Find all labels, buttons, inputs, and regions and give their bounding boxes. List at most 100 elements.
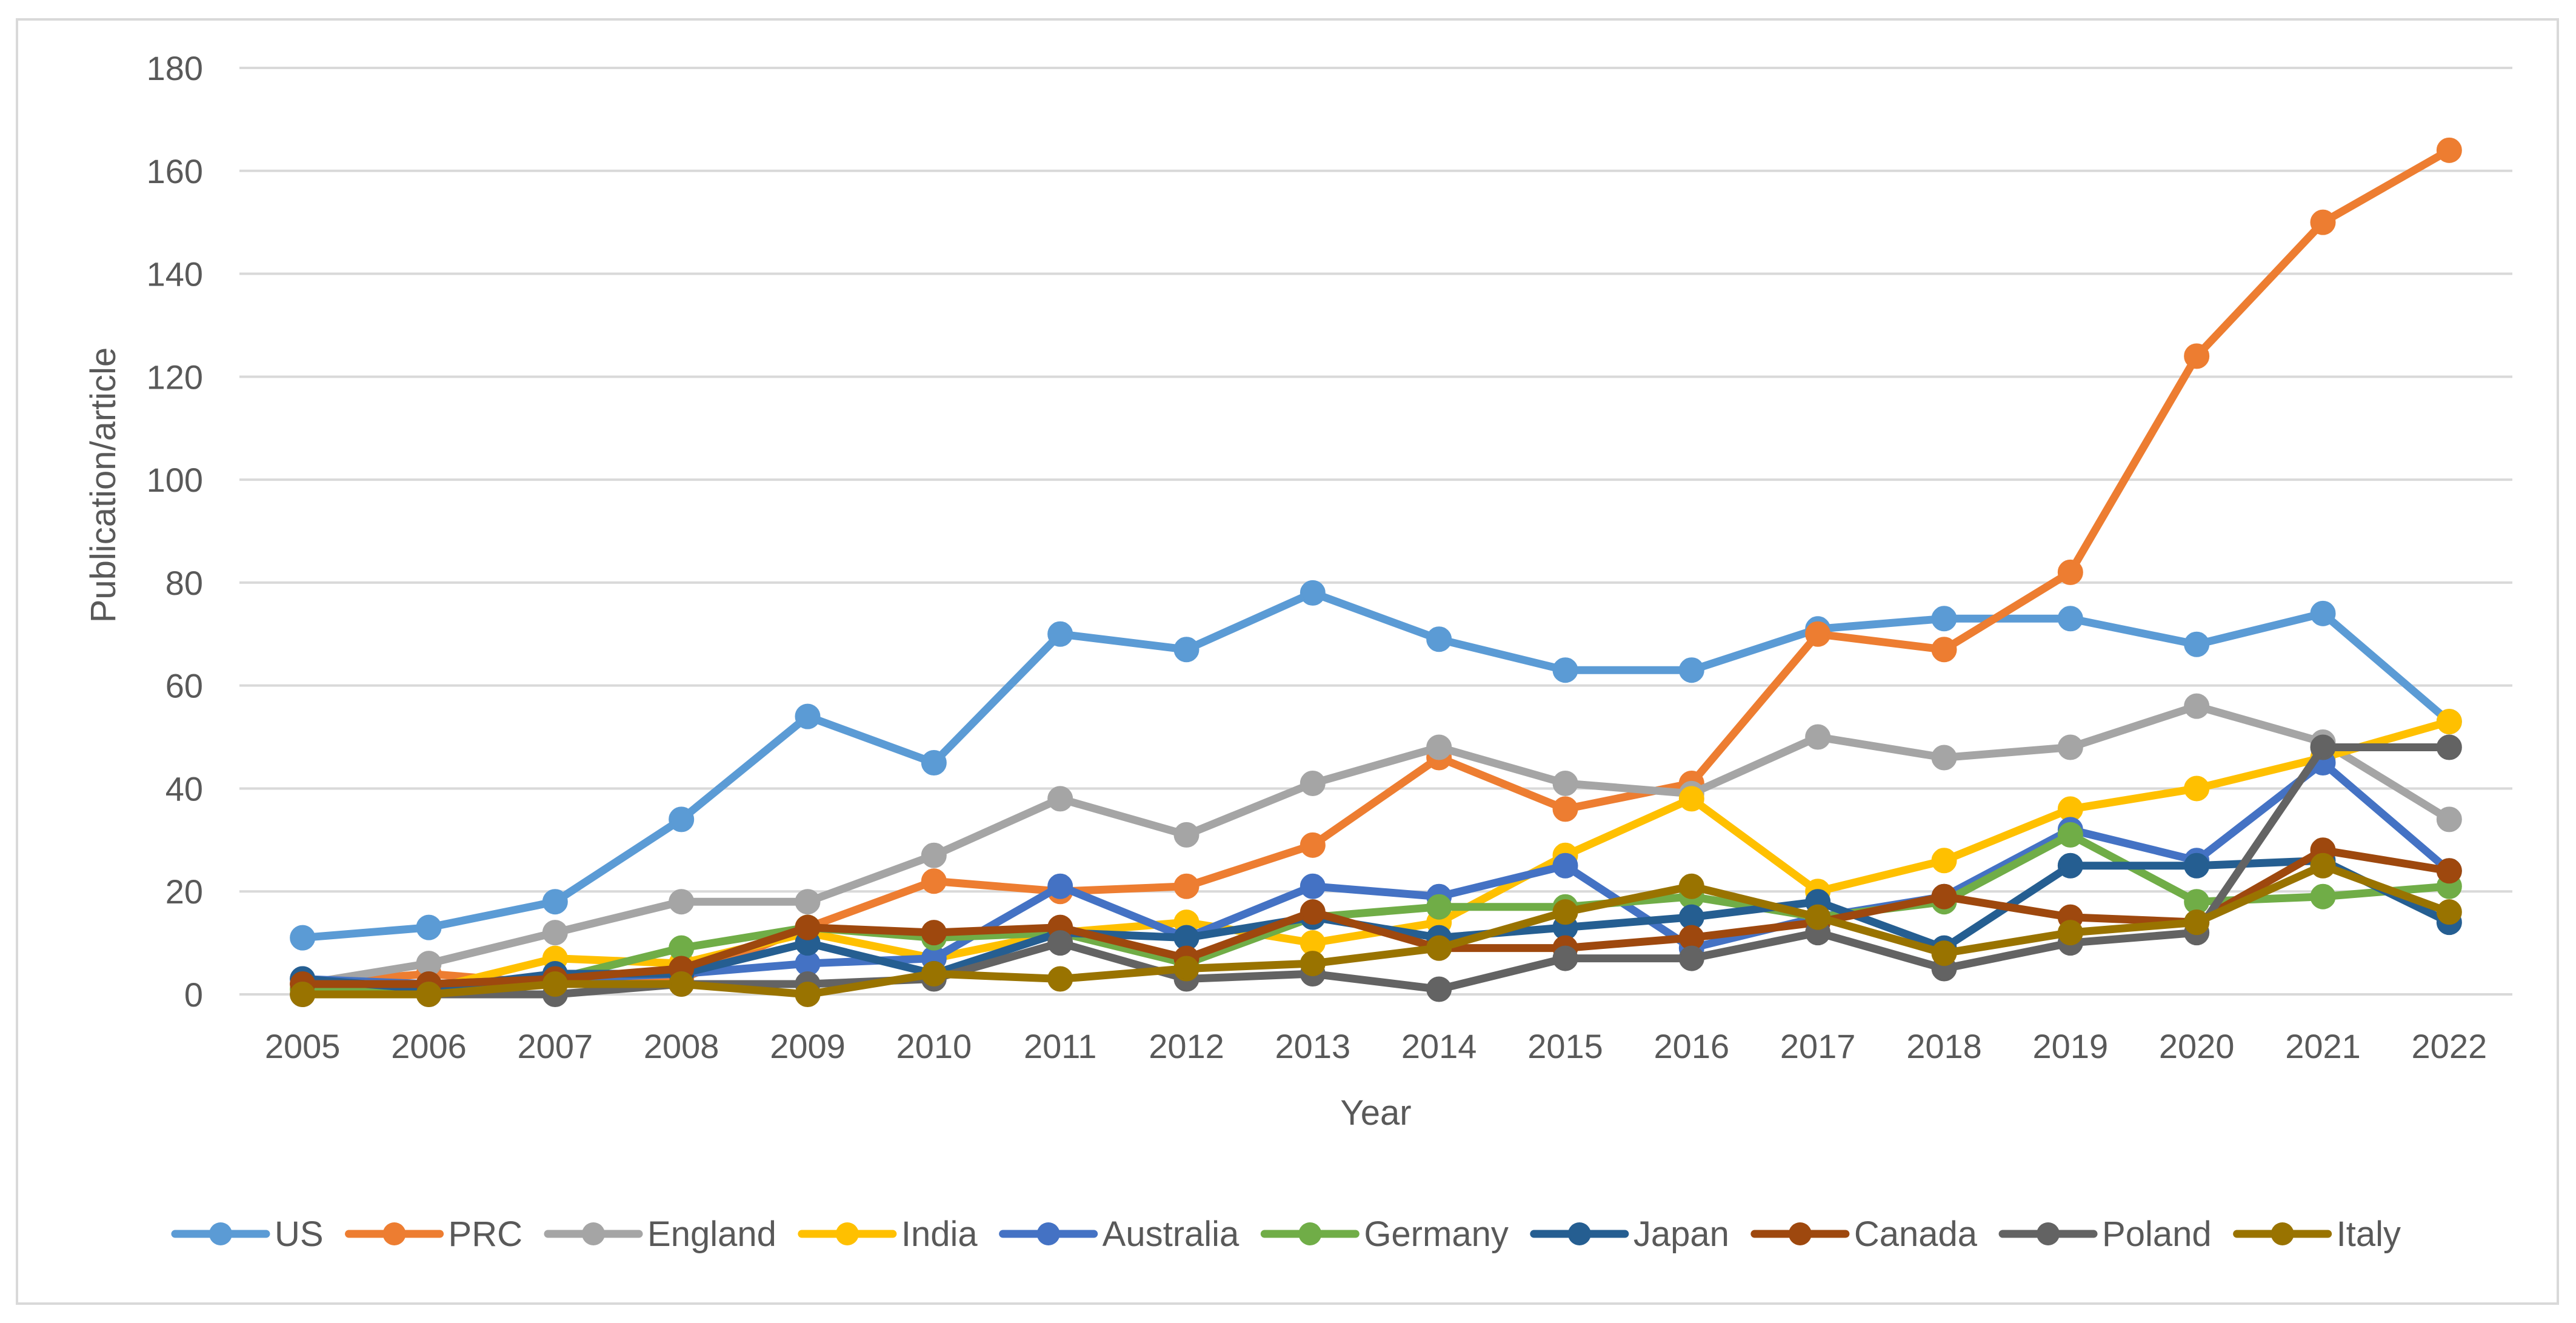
data-point bbox=[290, 925, 316, 951]
data-point bbox=[1931, 745, 1957, 771]
legend-marker bbox=[1298, 1222, 1322, 1245]
y-tick-label: 140 bbox=[147, 255, 203, 293]
data-point bbox=[2057, 606, 2083, 632]
data-point bbox=[2310, 600, 2336, 626]
x-tick-label: 2021 bbox=[2285, 1027, 2361, 1065]
data-point bbox=[2436, 137, 2462, 163]
data-point bbox=[2057, 822, 2083, 848]
series-line bbox=[298, 862, 2454, 999]
legend-label: Japan bbox=[1633, 1214, 1729, 1254]
x-tick-label: 2022 bbox=[2412, 1027, 2488, 1065]
data-point bbox=[416, 982, 442, 1007]
data-point bbox=[1931, 940, 1957, 966]
x-tick-label: 2012 bbox=[1149, 1027, 1224, 1065]
legend-item-prc: PRC bbox=[345, 1214, 522, 1254]
data-point bbox=[1931, 606, 1957, 632]
legend-item-canada: Canada bbox=[1750, 1214, 1978, 1254]
data-point bbox=[2310, 734, 2336, 760]
legend-label: Canada bbox=[1854, 1214, 1978, 1254]
x-tick-label: 2010 bbox=[896, 1027, 972, 1065]
series-line bbox=[298, 589, 2454, 942]
data-point bbox=[1552, 657, 1578, 683]
x-tick-label: 2011 bbox=[1024, 1027, 1096, 1065]
legend-item-germany: Germany bbox=[1260, 1214, 1509, 1254]
data-point bbox=[2184, 775, 2210, 802]
data-point bbox=[1552, 852, 1578, 879]
y-tick-label: 60 bbox=[165, 667, 203, 705]
data-point bbox=[921, 750, 947, 775]
legend-marker bbox=[1788, 1222, 1812, 1245]
legend-label: India bbox=[901, 1214, 978, 1254]
data-point bbox=[2436, 734, 2462, 760]
legend-marker bbox=[209, 1222, 232, 1245]
y-tick-label: 180 bbox=[147, 49, 203, 87]
data-point bbox=[795, 703, 821, 729]
data-point bbox=[1931, 637, 1957, 663]
data-point bbox=[2057, 852, 2083, 879]
data-point bbox=[2310, 852, 2336, 879]
data-point bbox=[1047, 786, 1073, 812]
y-tick-label: 20 bbox=[165, 873, 203, 911]
x-tick-label: 2016 bbox=[1654, 1027, 1730, 1065]
data-point bbox=[2436, 899, 2462, 925]
legend-label: PRC bbox=[449, 1214, 522, 1254]
data-point bbox=[921, 868, 947, 894]
y-tick-label: 80 bbox=[165, 564, 203, 602]
y-tick-label: 0 bbox=[184, 976, 203, 1014]
data-point bbox=[795, 982, 821, 1007]
legend-marker bbox=[2271, 1222, 2294, 1245]
data-point bbox=[1678, 873, 1704, 899]
legend-marker bbox=[835, 1222, 859, 1245]
legend-item-australia: Australia bbox=[999, 1214, 1240, 1254]
data-point bbox=[2310, 883, 2336, 909]
data-point bbox=[542, 971, 568, 997]
data-point bbox=[2436, 858, 2462, 884]
data-point bbox=[1678, 786, 1704, 812]
data-point bbox=[2436, 709, 2462, 735]
series-line bbox=[298, 831, 2454, 994]
data-point bbox=[1805, 724, 1831, 750]
data-point bbox=[2184, 852, 2210, 879]
data-point bbox=[1300, 580, 1326, 606]
data-point bbox=[290, 982, 316, 1007]
legend-item-india: India bbox=[798, 1214, 978, 1254]
data-point bbox=[1426, 734, 1452, 760]
data-point bbox=[2184, 693, 2210, 719]
data-point bbox=[1678, 945, 1704, 971]
data-point bbox=[921, 961, 947, 987]
y-axis-title: Publication/article bbox=[84, 347, 123, 623]
data-point bbox=[1300, 873, 1326, 899]
legend-marker bbox=[582, 1222, 606, 1245]
x-tick-label: 2013 bbox=[1275, 1027, 1351, 1065]
data-point bbox=[2057, 559, 2083, 585]
x-tick-label: 2015 bbox=[1527, 1027, 1603, 1065]
legend-marker bbox=[1567, 1222, 1591, 1245]
legend-item-us: US bbox=[171, 1214, 324, 1254]
data-point bbox=[1552, 796, 1578, 822]
series-line bbox=[298, 146, 2454, 988]
data-point bbox=[669, 971, 695, 997]
axes: 0 20 40 60 80 100 120 140 160 180 2005 2006 2007 2008… bbox=[147, 49, 2488, 1065]
legend-label: US bbox=[275, 1214, 324, 1254]
data-point bbox=[416, 914, 442, 940]
data-point bbox=[2184, 909, 2210, 936]
data-point bbox=[1173, 956, 1200, 982]
x-tick-label: 2006 bbox=[391, 1027, 467, 1065]
data-point bbox=[542, 889, 568, 915]
data-point bbox=[1805, 621, 1831, 647]
data-point bbox=[1300, 899, 1326, 925]
data-point bbox=[1300, 832, 1326, 858]
data-point bbox=[2184, 631, 2210, 657]
x-tick-label: 2009 bbox=[770, 1027, 846, 1065]
x-tick-label: 2020 bbox=[2159, 1027, 2235, 1065]
gridlines bbox=[239, 67, 2512, 996]
x-tick-label: 2014 bbox=[1401, 1027, 1477, 1065]
legend-label: Germany bbox=[1364, 1214, 1509, 1254]
legend-marker bbox=[382, 1222, 406, 1245]
data-point bbox=[1552, 770, 1578, 796]
series-italy bbox=[290, 852, 2462, 1007]
data-point bbox=[2057, 920, 2083, 946]
data-point bbox=[669, 889, 695, 915]
